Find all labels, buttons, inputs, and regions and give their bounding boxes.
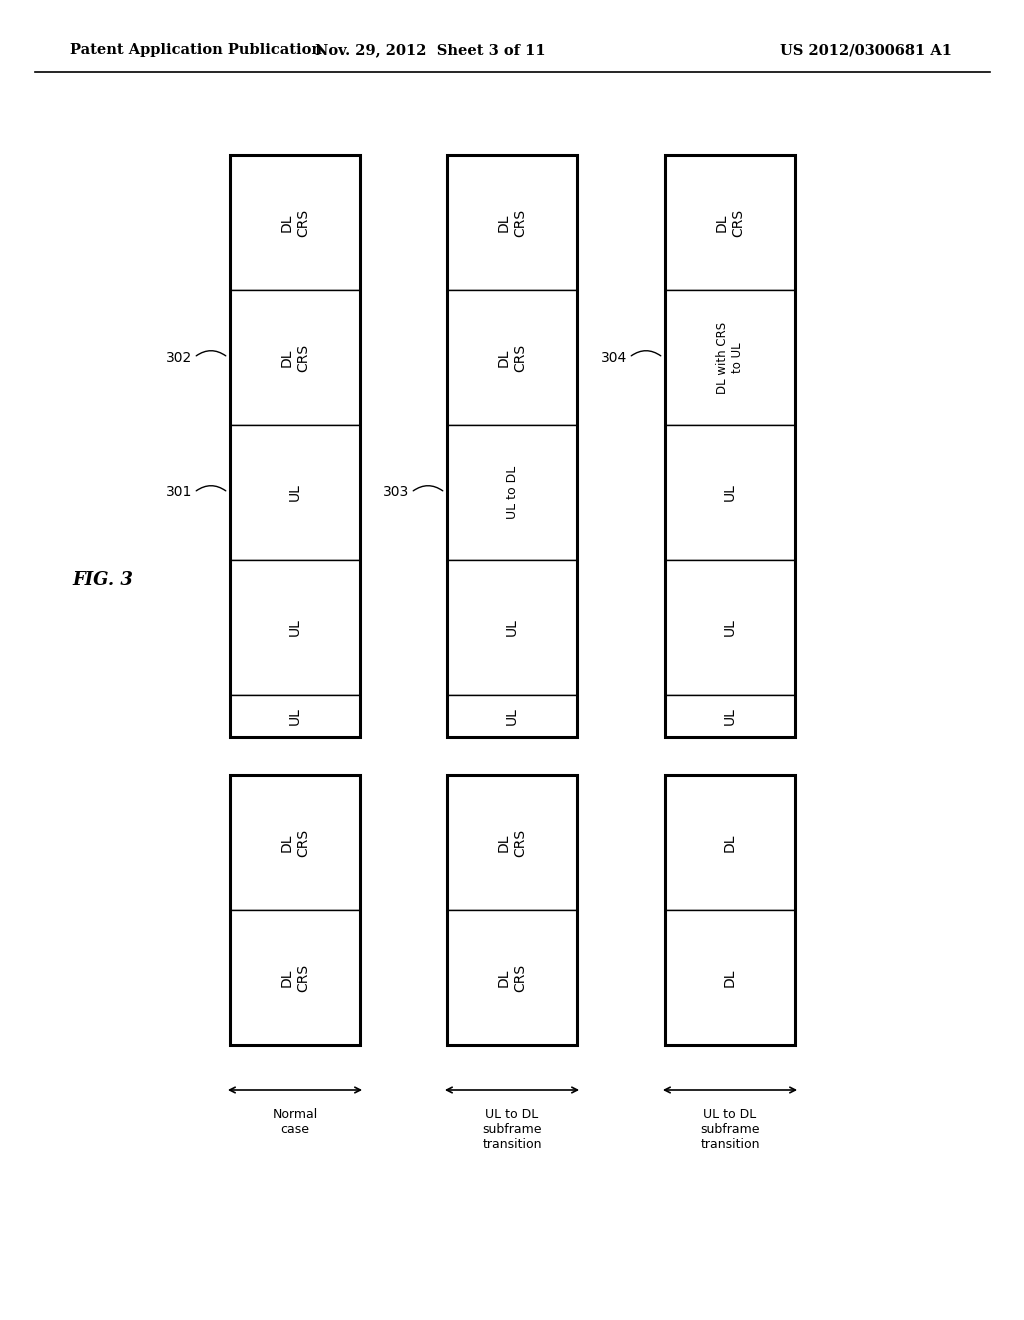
Text: DL
CRS: DL CRS bbox=[280, 829, 310, 857]
Bar bbox=[230, 154, 360, 737]
Bar bbox=[230, 775, 360, 909]
Bar bbox=[665, 909, 795, 1045]
Bar bbox=[665, 290, 795, 425]
Text: DL: DL bbox=[723, 969, 737, 987]
Bar bbox=[447, 560, 577, 696]
Text: UL to DL
subframe
transition: UL to DL subframe transition bbox=[482, 1107, 542, 1151]
Text: UL: UL bbox=[723, 708, 737, 725]
Bar bbox=[447, 775, 577, 1045]
Text: 303: 303 bbox=[383, 486, 409, 499]
Text: 304: 304 bbox=[601, 351, 627, 364]
Bar bbox=[230, 696, 360, 737]
Text: UL: UL bbox=[723, 483, 737, 502]
Bar bbox=[665, 154, 795, 290]
Text: DL
CRS: DL CRS bbox=[280, 209, 310, 236]
Text: UL to DL
subframe
transition: UL to DL subframe transition bbox=[700, 1107, 760, 1151]
Text: 301: 301 bbox=[166, 486, 193, 499]
Bar bbox=[447, 909, 577, 1045]
Bar bbox=[447, 696, 577, 737]
Text: DL
CRS: DL CRS bbox=[497, 209, 527, 236]
Bar bbox=[665, 560, 795, 696]
Text: 302: 302 bbox=[166, 351, 193, 364]
Text: UL: UL bbox=[505, 619, 519, 636]
Bar bbox=[447, 290, 577, 425]
Bar bbox=[665, 775, 795, 1045]
Text: Normal
case: Normal case bbox=[272, 1107, 317, 1137]
Text: UL: UL bbox=[288, 483, 302, 502]
Bar bbox=[665, 696, 795, 737]
Bar bbox=[447, 425, 577, 560]
Text: Patent Application Publication: Patent Application Publication bbox=[70, 44, 322, 57]
Bar bbox=[230, 425, 360, 560]
Text: DL: DL bbox=[723, 833, 737, 851]
Text: DL
CRS: DL CRS bbox=[497, 829, 527, 857]
Bar bbox=[230, 909, 360, 1045]
Text: UL to DL: UL to DL bbox=[506, 466, 518, 519]
Text: DL
CRS: DL CRS bbox=[280, 964, 310, 991]
Text: DL
CRS: DL CRS bbox=[715, 209, 745, 236]
Text: DL
CRS: DL CRS bbox=[280, 343, 310, 371]
Text: FIG. 3: FIG. 3 bbox=[72, 572, 133, 589]
Text: DL
CRS: DL CRS bbox=[497, 343, 527, 371]
Text: DL with CRS
to UL: DL with CRS to UL bbox=[716, 322, 744, 393]
Text: UL: UL bbox=[288, 708, 302, 725]
Bar bbox=[665, 425, 795, 560]
Bar bbox=[230, 775, 360, 1045]
Bar bbox=[447, 154, 577, 290]
Bar bbox=[447, 775, 577, 909]
Text: UL: UL bbox=[723, 619, 737, 636]
Bar bbox=[447, 154, 577, 737]
Bar bbox=[230, 560, 360, 696]
Bar bbox=[665, 154, 795, 737]
Text: US 2012/0300681 A1: US 2012/0300681 A1 bbox=[780, 44, 952, 57]
Bar bbox=[665, 775, 795, 909]
Text: UL: UL bbox=[288, 619, 302, 636]
Text: DL
CRS: DL CRS bbox=[497, 964, 527, 991]
Bar bbox=[230, 154, 360, 290]
Bar bbox=[230, 290, 360, 425]
Text: Nov. 29, 2012  Sheet 3 of 11: Nov. 29, 2012 Sheet 3 of 11 bbox=[314, 44, 546, 57]
Text: UL: UL bbox=[505, 708, 519, 725]
